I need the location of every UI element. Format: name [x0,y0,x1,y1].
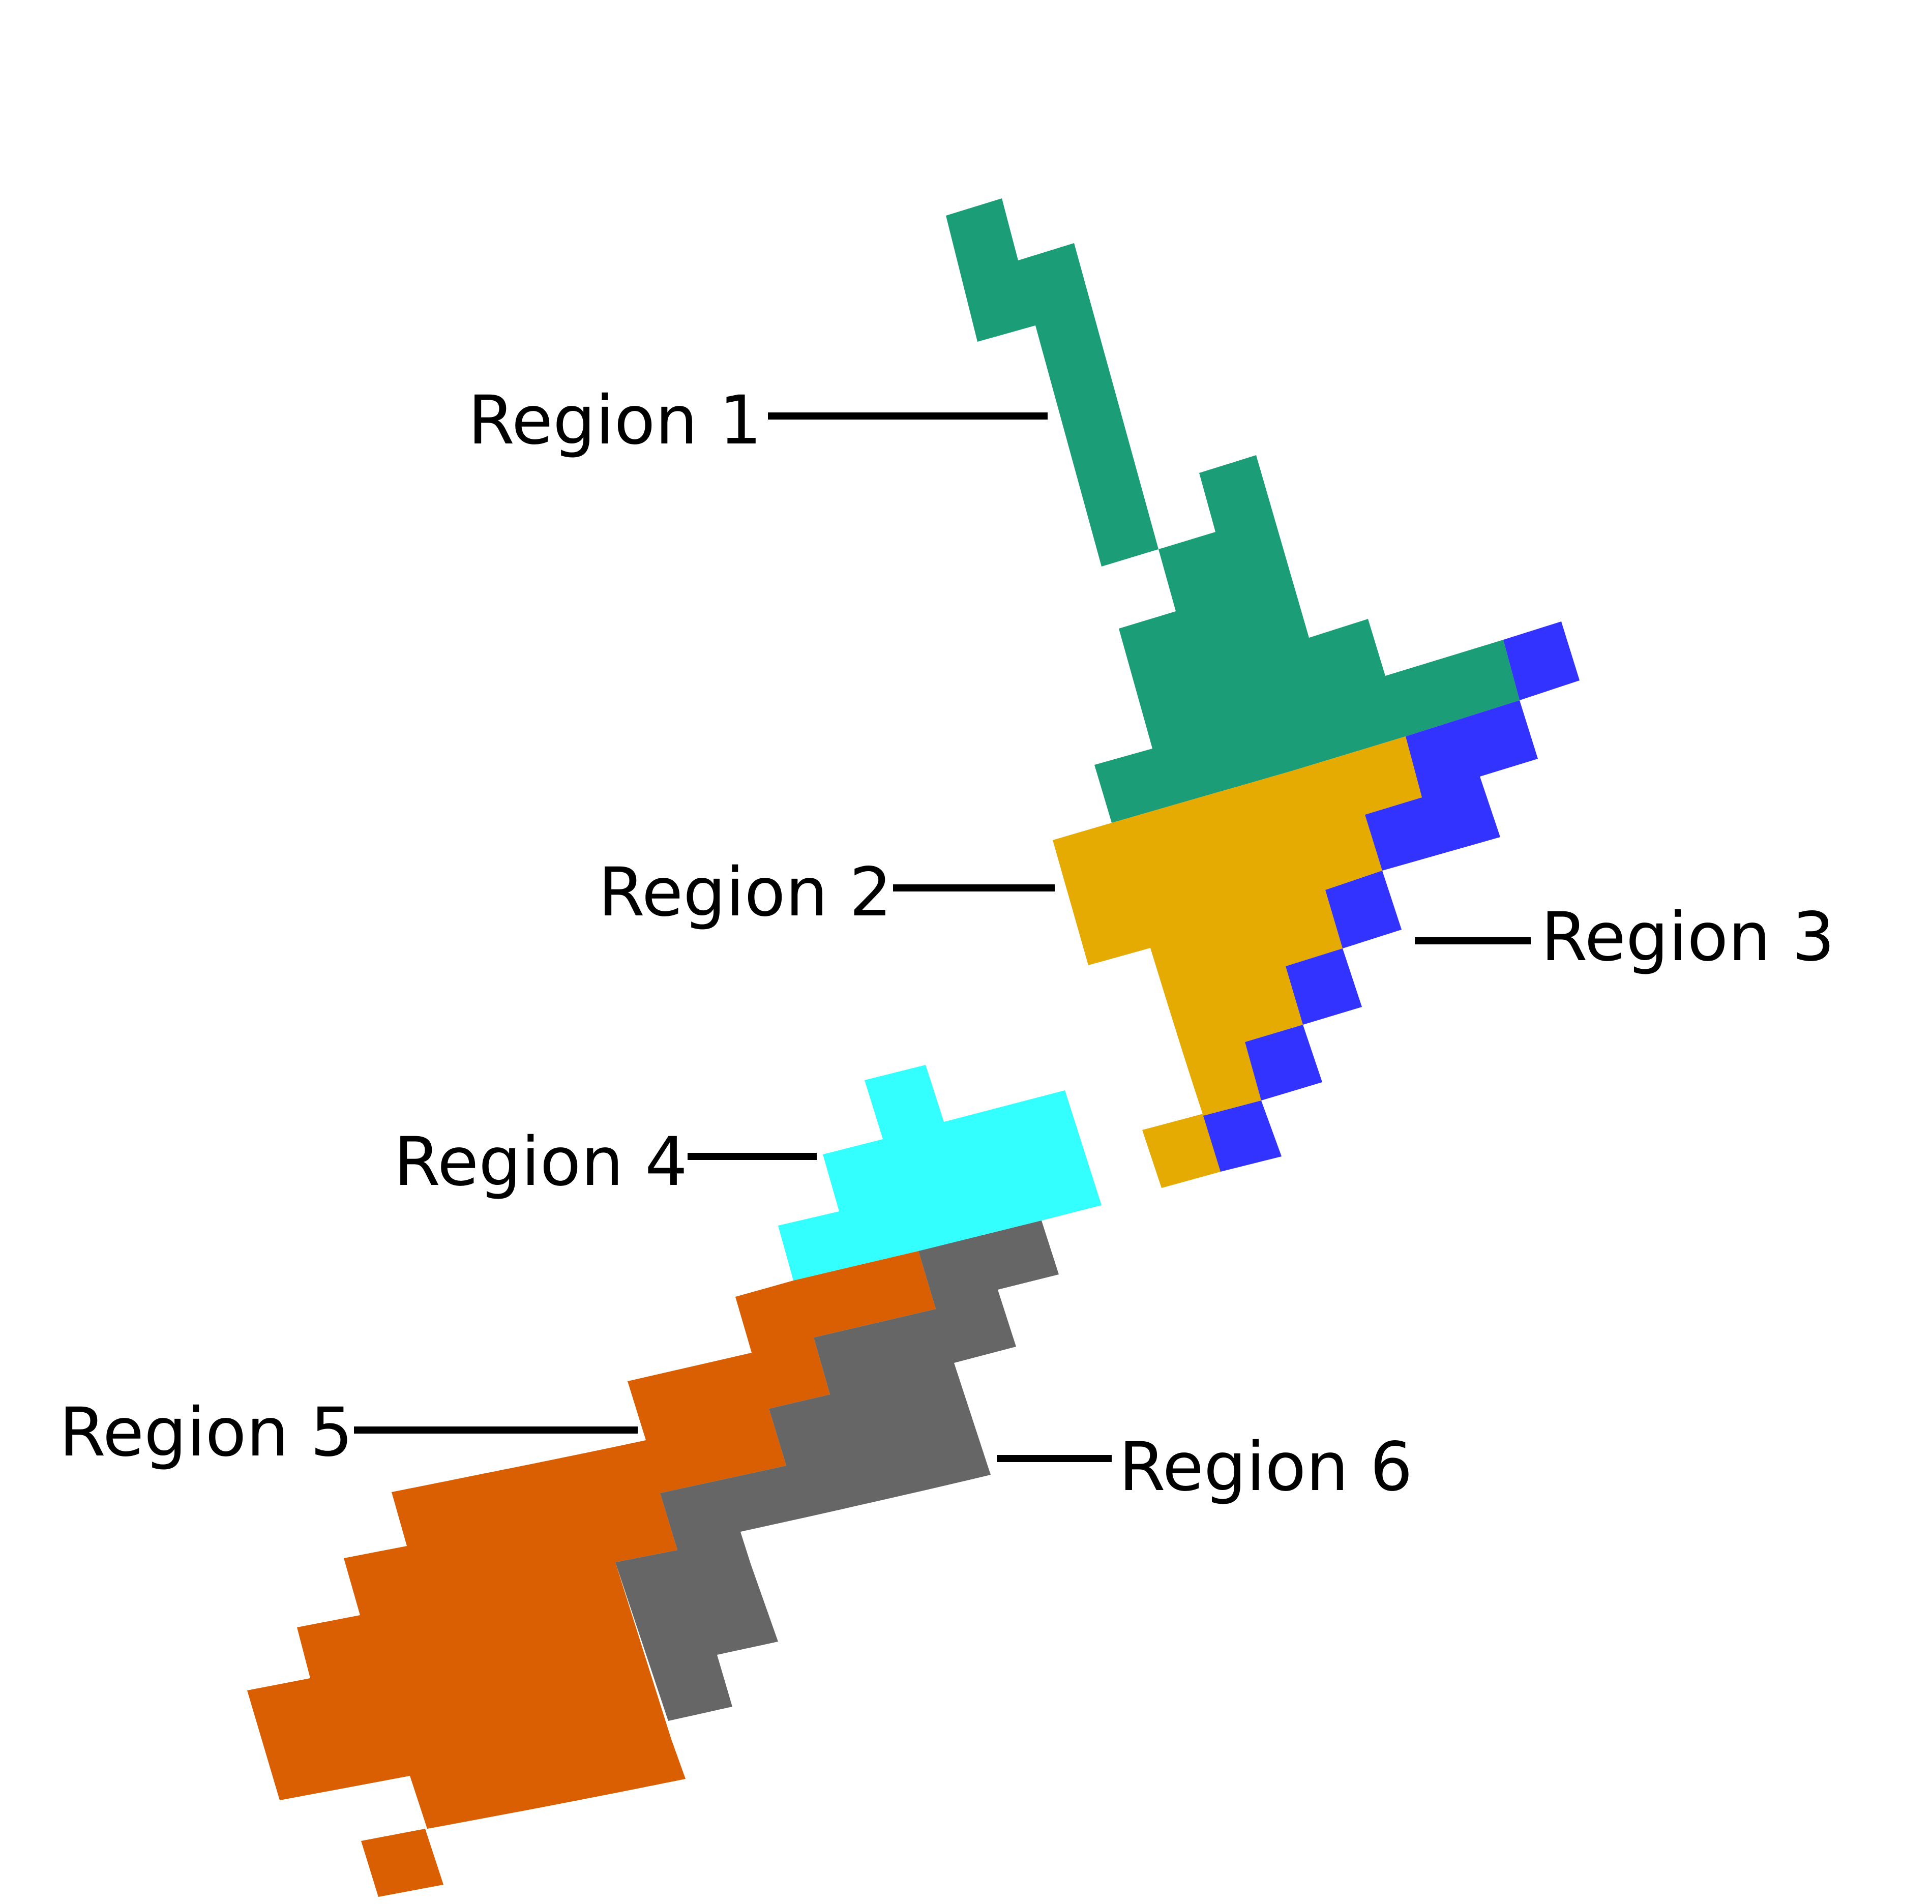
region-1-polygon[interactable] [946,198,1158,567]
region-3-polygon[interactable] [1365,700,1538,871]
region-3-polygon[interactable] [1286,948,1362,1025]
region-2-shape[interactable] [1053,736,1422,1188]
region-1-shape[interactable] [946,198,1520,823]
region-6-shape[interactable] [615,1221,1059,1721]
region-2-polygon[interactable] [1053,736,1422,1116]
region-5-label: Region 5 [59,1393,353,1472]
region-5-polygon[interactable] [247,1251,936,1829]
region-1-polygon[interactable] [1094,455,1520,823]
region-6-label: Region 6 [1119,1428,1413,1506]
region-2-polygon[interactable] [1142,1114,1221,1188]
region-3-polygon[interactable] [1503,621,1580,700]
region-6-polygon[interactable] [615,1221,1059,1721]
region-5-polygon[interactable] [361,1829,443,1897]
region-3-polygon[interactable] [1203,1100,1282,1172]
region-3-label: Region 3 [1541,898,1835,976]
region-4-polygon[interactable] [778,1065,1102,1281]
region-2-label: Region 2 [598,853,892,932]
region-4-label: Region 4 [394,1123,688,1201]
region-4-shape[interactable] [778,1065,1102,1281]
region-3-polygon[interactable] [1325,871,1402,948]
region-5-shape[interactable] [247,1251,936,1897]
region-3-shape[interactable] [1203,621,1580,1172]
region-3-polygon[interactable] [1245,1025,1322,1100]
region-1-label: Region 1 [468,381,762,460]
